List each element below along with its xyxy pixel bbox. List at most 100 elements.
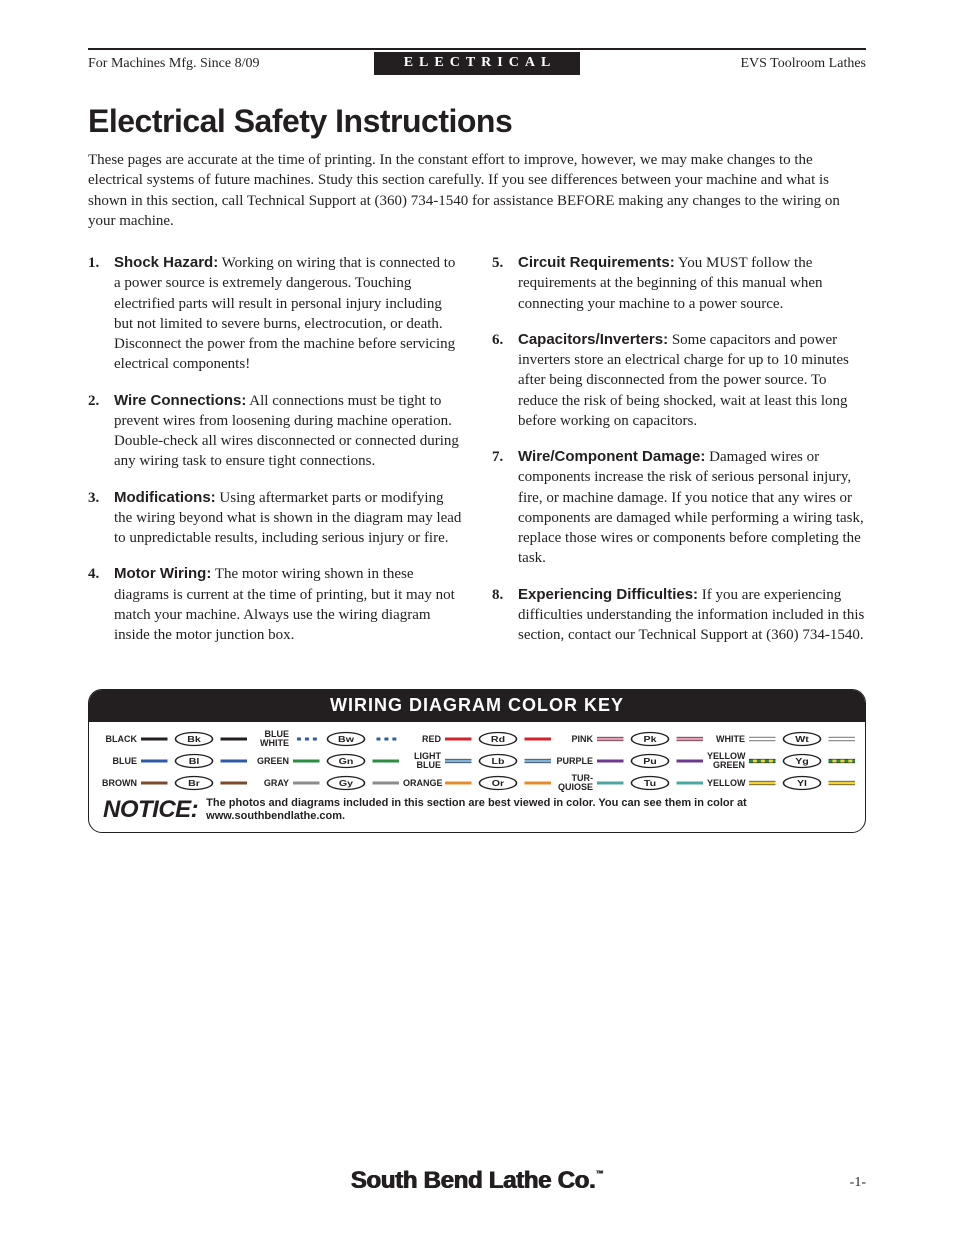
header-left: For Machines Mfg. Since 8/09 bbox=[88, 56, 374, 72]
color-label: LIGHTBLUE bbox=[403, 752, 441, 770]
item-number: 2. bbox=[88, 391, 99, 411]
list-item: 4.Motor Wiring: The motor wiring shown i… bbox=[88, 564, 462, 645]
item-label: Motor Wiring: bbox=[114, 565, 211, 582]
right-column: 5.Circuit Requirements: You MUST follow … bbox=[492, 253, 866, 661]
item-number: 4. bbox=[88, 564, 99, 584]
wire-icon: Br bbox=[141, 775, 247, 791]
color-label: BROWN bbox=[99, 779, 137, 788]
list-item: 5.Circuit Requirements: You MUST follow … bbox=[492, 253, 866, 314]
left-column: 1. Shock Hazard: Working on wiring that i… bbox=[88, 253, 462, 661]
page-header: For Machines Mfg. Since 8/09 ELECTRICAL … bbox=[88, 52, 866, 75]
item-number: 8. bbox=[492, 585, 503, 605]
list-item: 8.Experiencing Difficulties: If you are … bbox=[492, 585, 866, 646]
color-key-cell: WHITE Wt bbox=[707, 730, 855, 748]
svg-text:Rd: Rd bbox=[491, 735, 505, 744]
item-label: Wire/Component Damage: bbox=[518, 448, 705, 465]
item-label: Shock Hazard: bbox=[114, 254, 218, 271]
page-title: Electrical Safety Instructions bbox=[88, 103, 866, 140]
svg-text:Br: Br bbox=[188, 779, 200, 788]
color-label: YELLOWGREEN bbox=[707, 752, 745, 770]
intro-paragraph: These pages are accurate at the time of … bbox=[88, 150, 866, 231]
color-key-cell: PINK Pk bbox=[555, 730, 703, 748]
color-key-cell: BLACK Bk bbox=[99, 730, 247, 748]
wire-icon: Bw bbox=[293, 731, 399, 747]
item-number: 3. bbox=[88, 488, 99, 508]
svg-text:Bl: Bl bbox=[189, 757, 200, 766]
wire-icon: Tu bbox=[597, 775, 703, 791]
color-key-cell: GRAY Gy bbox=[251, 774, 399, 792]
color-label: YELLOW bbox=[707, 779, 745, 788]
wire-icon: Rd bbox=[445, 731, 551, 747]
wire-icon: Lb bbox=[445, 753, 551, 769]
color-key-cell: TUR-QUIOSE Tu bbox=[555, 774, 703, 792]
color-key-cell: RED Rd bbox=[403, 730, 551, 748]
item-number: 6. bbox=[492, 330, 503, 350]
color-label: BLUE bbox=[99, 757, 137, 766]
wire-icon: Bk bbox=[141, 731, 247, 747]
notice-row: NOTICE: The photos and diagrams included… bbox=[89, 794, 865, 832]
svg-text:Bk: Bk bbox=[187, 735, 201, 744]
wire-icon: Yl bbox=[749, 775, 855, 791]
wire-icon: Wt bbox=[749, 731, 855, 747]
color-key-cell: BLUE Bl bbox=[99, 752, 247, 770]
svg-text:Or: Or bbox=[492, 779, 505, 788]
color-label: ORANGE bbox=[403, 779, 441, 788]
item-label: Modifications: bbox=[114, 489, 216, 506]
footer-brand-text: South Bend Lathe Co. bbox=[351, 1167, 596, 1194]
item-label: Circuit Requirements: bbox=[518, 254, 675, 271]
right-list: 5.Circuit Requirements: You MUST follow … bbox=[492, 253, 866, 645]
svg-text:Bw: Bw bbox=[338, 735, 355, 744]
color-label: PURPLE bbox=[555, 757, 593, 766]
header-right: EVS Toolroom Lathes bbox=[580, 56, 866, 72]
wire-icon: Gy bbox=[293, 775, 399, 791]
list-item: 1. Shock Hazard: Working on wiring that i… bbox=[88, 253, 462, 375]
left-list: 1. Shock Hazard: Working on wiring that i… bbox=[88, 253, 462, 645]
color-key-title: WIRING DIAGRAM COLOR KEY bbox=[89, 690, 865, 722]
color-key-cell: BROWN Br bbox=[99, 774, 247, 792]
notice-label: NOTICE: bbox=[103, 796, 198, 824]
color-label: PINK bbox=[555, 735, 593, 744]
item-number: 7. bbox=[492, 447, 503, 467]
svg-text:Tu: Tu bbox=[644, 779, 656, 788]
wire-icon: Gn bbox=[293, 753, 399, 769]
color-label: TUR-QUIOSE bbox=[555, 774, 593, 792]
footer-brand: South Bend Lathe Co.™ bbox=[351, 1167, 603, 1194]
notice-text: The photos and diagrams included in this… bbox=[206, 797, 855, 825]
item-label: Wire Connections: bbox=[114, 392, 246, 409]
color-label: GREEN bbox=[251, 757, 289, 766]
color-key-cell: GREEN Gn bbox=[251, 752, 399, 770]
item-text: Working on wiring that is connected to a… bbox=[114, 255, 455, 372]
page-number: -1- bbox=[850, 1175, 866, 1191]
svg-text:Yg: Yg bbox=[795, 757, 809, 766]
wire-icon: Yg bbox=[749, 753, 855, 769]
item-number: 5. bbox=[492, 253, 503, 273]
page-footer: South Bend Lathe Co.™ -1- bbox=[88, 1167, 866, 1195]
svg-text:Gy: Gy bbox=[339, 779, 354, 788]
header-rule bbox=[88, 48, 866, 50]
svg-text:Gn: Gn bbox=[339, 757, 354, 766]
wiring-color-key: WIRING DIAGRAM COLOR KEY BLACK Bk BLUEWH… bbox=[88, 689, 866, 833]
color-key-cell: PURPLE Pu bbox=[555, 752, 703, 770]
color-label: BLACK bbox=[99, 735, 137, 744]
svg-text:Wt: Wt bbox=[795, 735, 809, 744]
list-item: 3.Modifications: Using aftermarket parts… bbox=[88, 488, 462, 549]
item-number: 1. bbox=[88, 253, 99, 273]
wire-icon: Pu bbox=[597, 753, 703, 769]
color-label: RED bbox=[403, 735, 441, 744]
color-key-cell: ORANGE Or bbox=[403, 774, 551, 792]
color-key-cell: LIGHTBLUE Lb bbox=[403, 752, 551, 770]
svg-text:Yl: Yl bbox=[797, 779, 807, 788]
trademark-icon: ™ bbox=[595, 1169, 603, 1178]
header-center: ELECTRICAL bbox=[374, 52, 581, 75]
color-label: WHITE bbox=[707, 735, 745, 744]
list-item: 2.Wire Connections: All connections must… bbox=[88, 391, 462, 472]
svg-text:Lb: Lb bbox=[492, 757, 505, 766]
wire-icon: Pk bbox=[597, 731, 703, 747]
wire-icon: Or bbox=[445, 775, 551, 791]
color-key-cell: BLUEWHITE Bw bbox=[251, 730, 399, 748]
item-label: Capacitors/Inverters: bbox=[518, 331, 668, 348]
item-text: Damaged wires or components increase the… bbox=[518, 449, 864, 566]
svg-text:Pk: Pk bbox=[644, 735, 658, 744]
color-key-cell: YELLOWGREEN Yg bbox=[707, 752, 855, 770]
list-item: 6.Capacitors/Inverters: Some capacitors … bbox=[492, 330, 866, 431]
